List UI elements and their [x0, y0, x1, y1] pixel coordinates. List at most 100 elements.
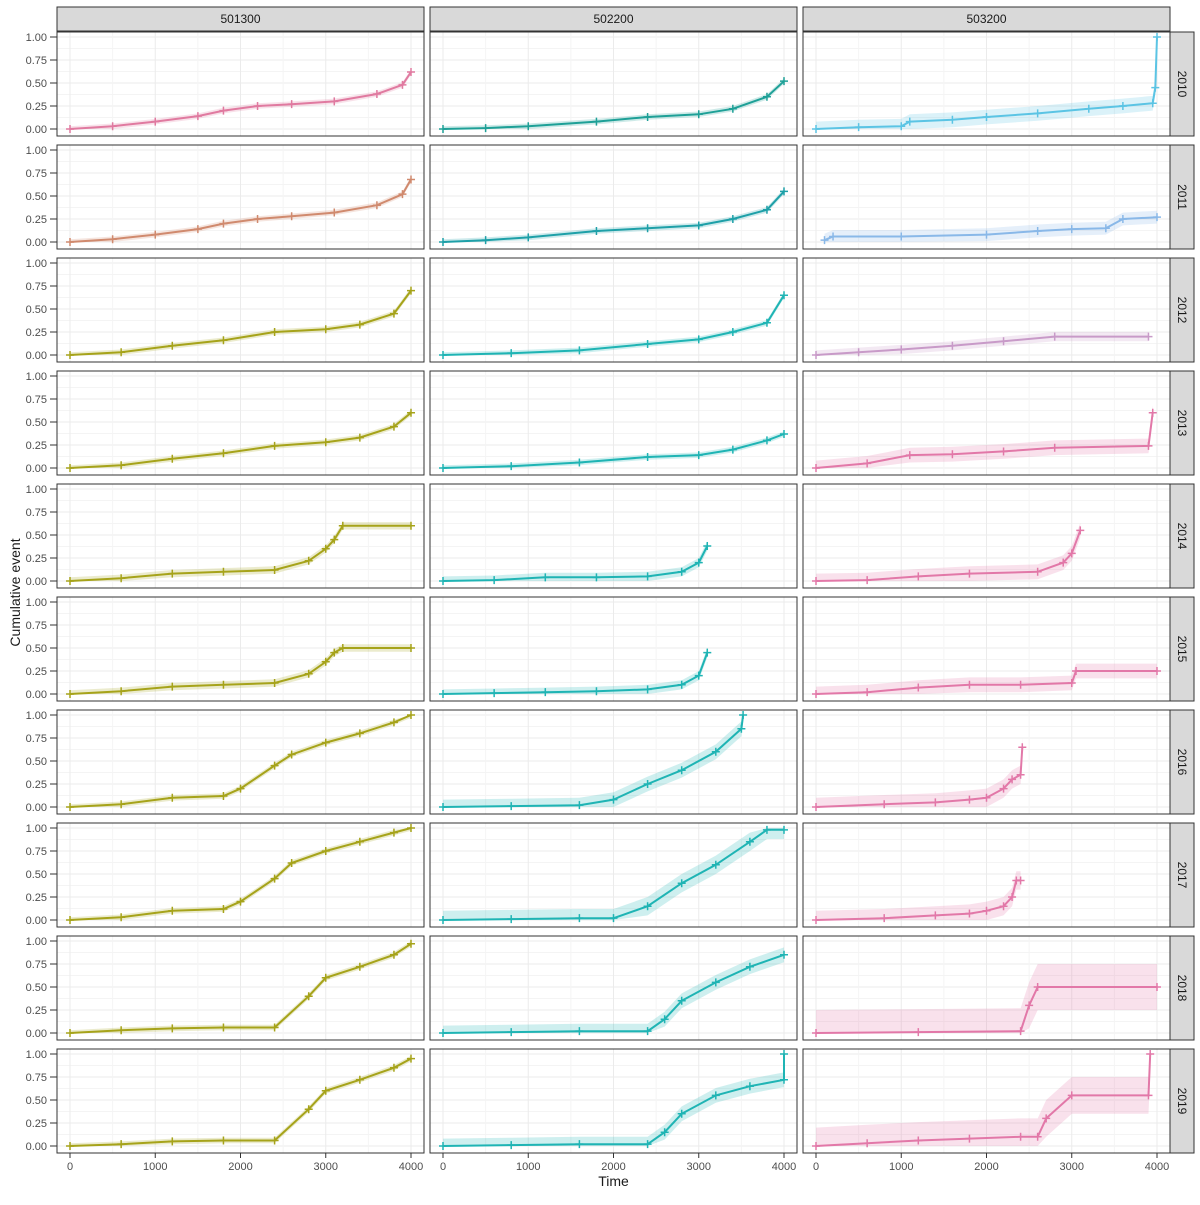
censor-mark	[905, 117, 914, 126]
censor-mark	[304, 556, 313, 565]
censor-mark	[1084, 104, 1093, 113]
cumulative-curve	[442, 652, 709, 695]
y-tick-label: 0.25	[26, 553, 47, 565]
censor-mark	[948, 115, 957, 124]
censor-mark	[745, 837, 754, 846]
y-tick-label: 0.75	[26, 1072, 47, 1084]
censor-mark	[694, 221, 703, 230]
panel-border	[429, 31, 798, 137]
censor-mark	[439, 1142, 447, 1150]
censor-mark	[592, 687, 601, 696]
censor-mark	[219, 219, 228, 228]
censor-mark	[677, 766, 686, 775]
x-tick-label: 0	[440, 1161, 446, 1173]
censor-mark	[982, 793, 991, 802]
y-tick-label: 0.50	[26, 417, 47, 429]
censor-mark	[321, 847, 330, 855]
censor-mark	[575, 914, 584, 923]
censor-mark	[1101, 224, 1110, 233]
censor-mark	[168, 793, 177, 802]
row-strip-label: 2014	[1175, 523, 1189, 550]
censor-mark	[711, 860, 720, 869]
y-tick-label: 0.25	[26, 440, 47, 452]
column-strip	[56, 6, 425, 32]
censor-mark	[812, 690, 820, 698]
y-tick-label: 1.00	[26, 710, 47, 722]
row-strip	[1169, 31, 1195, 137]
censor-mark	[66, 464, 74, 472]
censor-mark	[948, 341, 957, 350]
censor-mark	[287, 858, 296, 867]
censor-mark	[575, 346, 584, 355]
censor-mark	[739, 711, 748, 719]
censor-mark	[965, 909, 974, 918]
censor-mark	[321, 1086, 330, 1095]
censor-mark	[407, 824, 415, 832]
panel-border	[802, 370, 1171, 476]
confidence-band	[70, 176, 411, 242]
censor-mark	[270, 565, 279, 574]
censor-mark	[780, 291, 788, 300]
censor-mark	[389, 309, 398, 318]
row-strip	[1169, 1048, 1195, 1154]
y-tick-label: 0.00	[26, 463, 47, 475]
panel-border	[429, 935, 798, 1041]
y-tick-label: 0.25	[26, 1118, 47, 1130]
censor-mark	[321, 973, 330, 982]
confidence-band	[816, 37, 1157, 129]
cumulative-curve	[442, 294, 785, 356]
x-tick-label: 4000	[399, 1161, 423, 1173]
panel-border	[429, 596, 798, 702]
y-tick-label: 0.75	[26, 507, 47, 519]
censor-mark	[193, 225, 202, 234]
censor-mark	[1151, 83, 1160, 92]
row-strip-label: 2018	[1175, 975, 1189, 1002]
censor-mark	[999, 337, 1008, 346]
panel-border	[56, 709, 425, 815]
censor-mark	[168, 454, 177, 463]
confidence-band	[443, 828, 784, 920]
censor-mark	[965, 569, 974, 578]
censor-mark	[728, 445, 737, 454]
y-tick-label: 0.50	[26, 191, 47, 203]
y-tick-label: 1.00	[26, 32, 47, 44]
y-tick-label: 0.25	[26, 779, 47, 791]
censor-mark	[643, 1027, 652, 1036]
row-strip	[1169, 709, 1195, 815]
censor-mark	[999, 447, 1008, 456]
censor-mark	[507, 349, 516, 358]
censor-mark	[490, 576, 499, 585]
cumulative-curve	[815, 1053, 1152, 1147]
censor-mark	[321, 657, 330, 666]
panel-border	[802, 709, 1171, 815]
censor-mark	[1144, 1091, 1153, 1100]
censor-mark	[1033, 983, 1042, 991]
censor-mark	[304, 669, 313, 678]
censor-mark	[407, 286, 415, 295]
row-strip-label: 2017	[1175, 862, 1189, 889]
censor-mark	[643, 685, 652, 694]
x-tick-label: 1000	[143, 1161, 167, 1173]
y-tick-label: 1.00	[26, 484, 47, 496]
censor-mark	[854, 348, 863, 357]
y-tick-label: 1.00	[26, 1049, 47, 1061]
confidence-band	[816, 738, 1023, 807]
column-strip	[802, 6, 1171, 32]
censor-mark	[507, 462, 516, 471]
censor-mark	[219, 449, 228, 458]
confidence-band	[443, 648, 708, 694]
censor-mark	[439, 803, 447, 811]
y-tick-label: 0.50	[26, 78, 47, 90]
censor-mark	[481, 236, 490, 245]
censor-mark	[762, 825, 771, 834]
censor-mark	[1076, 526, 1085, 535]
panel-border	[802, 483, 1171, 589]
censor-mark	[660, 1128, 669, 1137]
censor-mark	[304, 992, 313, 1001]
censor-mark	[1050, 443, 1059, 452]
y-tick-label: 0.75	[26, 959, 47, 971]
censor-mark	[812, 803, 820, 811]
cumulative-curve	[69, 1057, 412, 1147]
censor-mark	[355, 962, 364, 971]
censor-mark	[219, 791, 228, 800]
